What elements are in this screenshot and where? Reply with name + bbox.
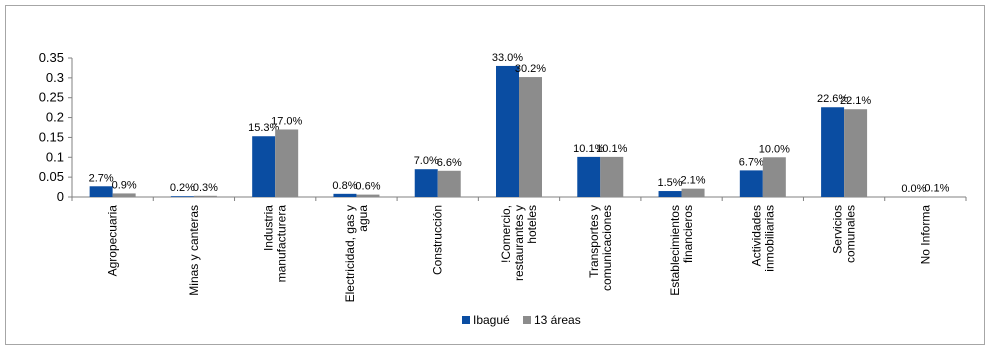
y-tick-label: 0.2 xyxy=(46,110,64,125)
bar-13-areas xyxy=(600,156,624,197)
data-label: 10.1% xyxy=(573,143,604,155)
data-label: 0.0% xyxy=(901,183,926,195)
category-label: agua xyxy=(356,205,370,232)
bar-13-areas xyxy=(437,170,461,197)
category-label: comunales xyxy=(844,205,858,263)
data-label: 17.0% xyxy=(271,115,302,127)
data-label: 33.0% xyxy=(492,52,523,64)
data-label: 6.6% xyxy=(437,157,462,169)
y-tick-label: 0.3 xyxy=(46,70,64,85)
data-label: 2.7% xyxy=(89,172,114,184)
bar-ibague xyxy=(170,196,194,197)
category-label: hoteles xyxy=(525,205,539,244)
data-label: 0.8% xyxy=(332,180,357,192)
data-label: 0.1% xyxy=(924,183,949,195)
bar-13-areas xyxy=(681,188,705,197)
bar-ibague xyxy=(739,170,763,197)
data-label: 15.3% xyxy=(248,122,279,134)
bar-ibague xyxy=(577,156,601,197)
data-label: 0.2% xyxy=(170,182,195,194)
data-label: 0.9% xyxy=(112,179,137,191)
category-label: Agropecuaria xyxy=(106,205,120,277)
data-label: 22.6% xyxy=(817,93,848,105)
bar-ibague xyxy=(333,193,357,197)
category-label: Electricidad, gas y xyxy=(343,205,357,302)
bar-13-areas xyxy=(356,194,380,197)
bar-13-areas xyxy=(112,193,136,197)
chart-frame: 0 0.05 0.1 0.15 0.2 0.25 0.3 0.35 2.7% 0.2% 15.3% 0… xyxy=(5,5,985,345)
bar-ibague xyxy=(414,169,438,197)
category-label: manufacturera xyxy=(275,205,289,283)
data-label: 2.1% xyxy=(681,175,706,187)
y-tick-label: 0 xyxy=(57,189,64,204)
data-label: 10.1% xyxy=(596,143,627,155)
category-label: No Informa xyxy=(918,205,932,265)
bar-13-areas xyxy=(519,77,542,197)
data-label: 22.1% xyxy=(840,95,871,107)
bar-13-areas xyxy=(193,195,217,197)
y-tick-label: 0.05 xyxy=(39,169,64,184)
data-label: 6.7% xyxy=(739,156,764,168)
bar-ibague xyxy=(821,107,845,197)
category-label: Industria xyxy=(262,205,276,251)
category-label: Construcción xyxy=(431,205,445,275)
y-tick-label: 0.25 xyxy=(39,90,64,105)
bar-13-areas xyxy=(275,129,299,197)
legend-swatch xyxy=(523,316,531,324)
category-label: restaurantes y xyxy=(512,205,526,281)
bar-13-areas xyxy=(762,157,786,197)
bar-chart: 0 0.05 0.1 0.15 0.2 0.25 0.3 0.35 2.7% 0.2% 15.3% 0… xyxy=(39,50,967,327)
data-label: 10.0% xyxy=(759,143,790,155)
data-label: 0.6% xyxy=(355,181,380,193)
data-label: 1.5% xyxy=(658,177,683,189)
category-label: Actividades xyxy=(749,205,763,266)
bar-ibague xyxy=(658,191,682,197)
data-label: 7.0% xyxy=(414,155,439,167)
category-label: !Comercio, xyxy=(499,205,513,263)
bar-ibague xyxy=(496,65,519,197)
bar-ibague xyxy=(89,186,113,197)
category-label: Transportes y xyxy=(587,205,601,278)
category-label: comunicaciones xyxy=(600,205,614,291)
category-label: financieros xyxy=(681,205,695,263)
legend-label: 13 áreas xyxy=(534,313,581,327)
bar-13-areas xyxy=(844,109,868,197)
y-tick-label: 0.15 xyxy=(39,129,64,144)
y-tick-label: 0.1 xyxy=(46,149,64,164)
legend-swatch xyxy=(462,316,470,324)
legend-label: Ibagué xyxy=(473,313,510,327)
data-label: 30.2% xyxy=(515,63,546,75)
category-label: Minas y canteras xyxy=(187,205,201,296)
category-label: Establecimientos xyxy=(668,205,682,296)
category-label: inmobiliarias xyxy=(762,205,776,272)
y-tick-label: 0.35 xyxy=(39,50,64,65)
bar-ibague xyxy=(252,136,276,197)
category-label: Servicios xyxy=(831,205,845,254)
data-label: 0.3% xyxy=(193,182,218,194)
